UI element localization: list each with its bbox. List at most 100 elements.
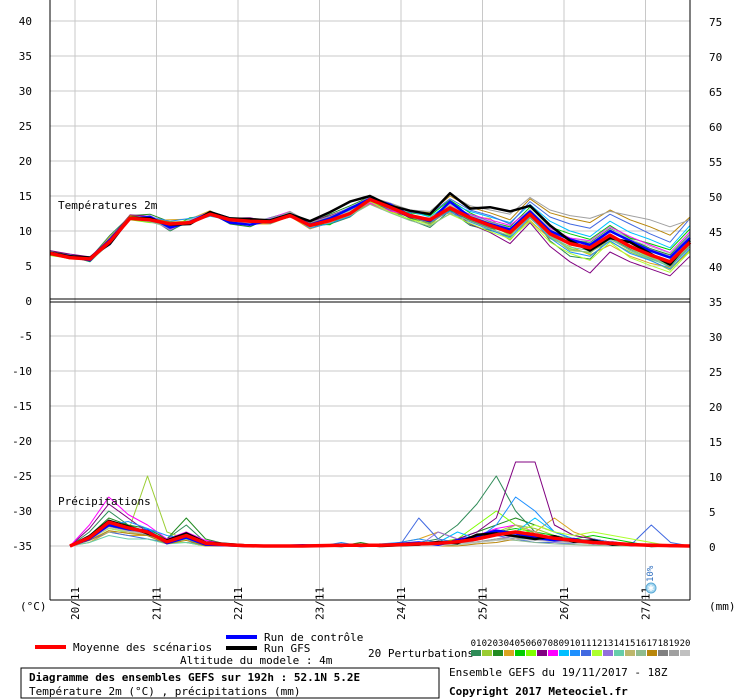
perturbation-id-label: 19 <box>669 639 680 649</box>
x-tick-label: 21/11 <box>151 587 164 620</box>
chart-subtitle: Température 2m (°C) , précipitations (mm… <box>29 685 301 698</box>
right-tick-label: 15 <box>709 436 722 449</box>
left-tick-label: -10 <box>12 365 32 378</box>
legend-control-label: Run de contrôle <box>264 631 363 644</box>
left-tick-label: -35 <box>12 540 32 553</box>
perturbation-swatch <box>680 650 690 656</box>
temperature-mean-line <box>49 197 692 264</box>
right-tick-label: 40 <box>709 261 722 274</box>
precipitation-mean-line <box>69 520 691 548</box>
perturbation-id-label: 13 <box>603 639 614 649</box>
perturbation-swatch <box>614 650 624 656</box>
perturbation-swatch <box>526 650 536 656</box>
perturbation-id-label: 02 <box>482 639 493 649</box>
left-tick-label: 35 <box>19 50 32 63</box>
perturbation-swatch <box>669 650 679 656</box>
right-tick-label: 65 <box>709 86 722 99</box>
right-tick-label: 60 <box>709 121 722 134</box>
right-tick-label: 35 <box>709 296 722 309</box>
perturbation-swatch <box>592 650 602 656</box>
perturbation-id-label: 18 <box>658 639 669 649</box>
x-tick-label: 24/11 <box>395 587 408 620</box>
perturbation-id-label: 14 <box>614 639 625 649</box>
perturbation-swatch <box>515 650 525 656</box>
temperature-panel-label: Températures 2m <box>58 199 158 212</box>
precipitation-series <box>69 461 691 548</box>
right-tick-label: 70 <box>709 51 722 64</box>
precipitation-panel-label: Précipitations <box>58 495 151 508</box>
left-tick-label: -30 <box>12 505 32 518</box>
right-tick-label: 45 <box>709 226 722 239</box>
left-tick-label: -5 <box>19 330 32 343</box>
perturbation-swatch <box>581 650 591 656</box>
x-tick-label: 25/11 <box>477 587 490 620</box>
left-tick-label: 0 <box>25 295 32 308</box>
perturbation-id-label: 20 <box>680 639 691 649</box>
right-tick-label: 25 <box>709 366 722 379</box>
right-tick-label: 55 <box>709 156 722 169</box>
legend-perturbation-swatches: 01 02 03 04 05 06 07 08 09 10 11 12 13 14 15 16 17 18 19 20 <box>471 639 691 656</box>
left-tick-label: -20 <box>12 435 32 448</box>
right-tick-label: 30 <box>709 331 722 344</box>
perturbation-swatch <box>537 650 547 656</box>
left-tick-label: 5 <box>25 260 32 273</box>
perturbation-id-label: 11 <box>581 639 592 649</box>
temperature-perturbation-line <box>49 203 691 268</box>
right-tick-label: 0 <box>709 541 716 554</box>
left-axis-unit: (°C) <box>20 600 47 613</box>
perturbation-id-label: 17 <box>647 639 658 649</box>
run-info: Ensemble GEFS du 19/11/2017 - 18Z <box>449 666 668 679</box>
temperature-perturbation-line <box>49 203 691 266</box>
perturbation-swatch <box>647 650 657 656</box>
right-axis-unit: (mm) <box>709 600 736 613</box>
legend-mean-label: Moyenne des scénarios <box>73 641 212 654</box>
left-tick-label: -25 <box>12 470 32 483</box>
chart-grid <box>50 0 690 600</box>
perturbation-id-label: 05 <box>515 639 526 649</box>
left-tick-label: -15 <box>12 400 32 413</box>
x-tick-label: 23/11 <box>314 587 327 620</box>
snow-probability: 10% <box>646 565 656 582</box>
perturbation-swatch <box>658 650 668 656</box>
legend-perturbations-label: 20 Perturbations <box>368 647 474 660</box>
model-altitude: Altitude du modele : 4m <box>180 654 333 667</box>
perturbation-swatch <box>482 650 492 656</box>
left-tick-label: 40 <box>19 15 32 28</box>
legend-gfs-label: Run GFS <box>264 642 310 655</box>
svg-text:✱: ✱ <box>648 584 655 593</box>
right-tick-label: 20 <box>709 401 722 414</box>
perturbation-id-label: 04 <box>504 639 515 649</box>
perturbation-id-label: 08 <box>548 639 559 649</box>
precipitation-perturbation-line <box>69 461 690 547</box>
perturbation-swatch <box>548 650 558 656</box>
copyright: Copyright 2017 Meteociel.fr <box>449 685 628 698</box>
perturbation-swatch <box>603 650 613 656</box>
perturbation-swatch <box>636 650 646 656</box>
legend: Moyenne des scénarios Run de contrôle Ru… <box>35 631 690 660</box>
perturbation-swatch <box>625 650 635 656</box>
perturbation-id-label: 09 <box>559 639 570 649</box>
x-tick-label: 22/11 <box>232 587 245 620</box>
perturbation-id-label: 07 <box>537 639 548 649</box>
right-tick-label: 75 <box>709 16 722 29</box>
left-tick-label: 10 <box>19 225 32 238</box>
perturbation-id-label: 10 <box>570 639 581 649</box>
perturbation-id-label: 16 <box>636 639 647 649</box>
right-tick-label: 50 <box>709 191 722 204</box>
temperature-series <box>49 191 692 277</box>
perturbation-id-label: 03 <box>493 639 504 649</box>
perturbation-id-label: 01 <box>471 639 482 649</box>
x-tick-label: 20/11 <box>69 587 82 620</box>
chart-title: Diagramme des ensembles GEFS sur 192h : … <box>29 671 360 684</box>
perturbation-swatch <box>570 650 580 656</box>
title-box <box>20 667 440 699</box>
right-tick-label: 10 <box>709 471 722 484</box>
perturbation-id-label: 12 <box>592 639 603 649</box>
left-tick-label: 15 <box>19 190 32 203</box>
left-tick-label: 25 <box>19 120 32 133</box>
perturbation-swatch <box>471 650 481 656</box>
left-tick-label: 30 <box>19 85 32 98</box>
perturbation-swatch <box>493 650 503 656</box>
x-tick-label: 27/11 <box>640 587 653 620</box>
